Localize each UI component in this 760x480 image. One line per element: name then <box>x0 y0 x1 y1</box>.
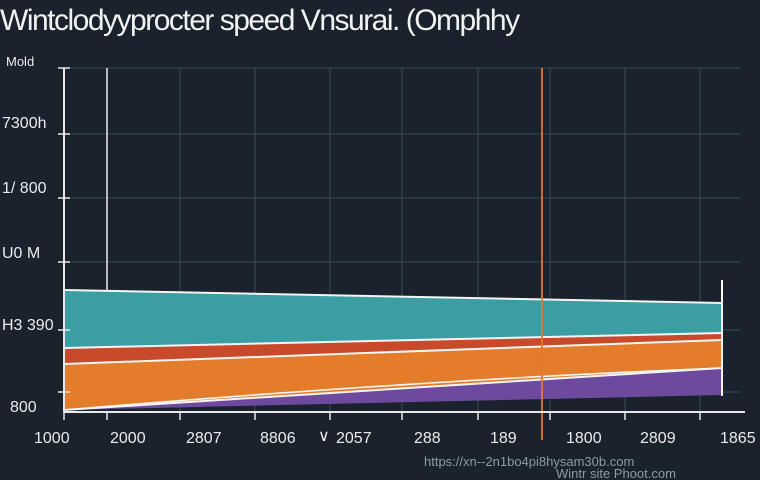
x-tick-label-8: 2809 <box>640 430 676 447</box>
x-tick-label-3: 8806 <box>260 430 296 447</box>
x-tick-label-0: 1000 <box>34 430 70 447</box>
watermark-url: https://xn--2n1bo4pi8hysam30b.com <box>424 454 634 469</box>
series-edge-1 <box>63 289 723 304</box>
series-lower-edge <box>63 367 723 411</box>
watermark-overlay: Wintr site Phoot.com <box>556 466 676 480</box>
y-tick-label-3: H3 390 <box>2 317 54 334</box>
area-series-3 <box>64 340 722 410</box>
y-tick-label-2: U0 M <box>2 245 40 262</box>
series-edge-4 <box>63 367 723 411</box>
x-tick-label-7: 1800 <box>566 430 602 447</box>
x-tick-label-1: 2000 <box>110 430 146 447</box>
chart-title: Wintclodyyprocter speed Vnsurai. (Omphhy <box>0 4 520 37</box>
x-tick-label-6: 189 <box>490 430 517 447</box>
x-tick-marker: ∨ <box>318 428 330 445</box>
series-edge-3 <box>63 339 723 365</box>
series-edge-2 <box>63 332 723 349</box>
x-tick-label-2: 2807 <box>186 430 222 447</box>
x-tick-label-4: 2057 <box>336 430 372 447</box>
y-tick-label-4: 800 <box>10 399 37 416</box>
x-tick-label-5: 288 <box>414 430 441 447</box>
x-tick-label-9: 1865 <box>720 430 756 447</box>
y-tick-label-1: 1/ 800 <box>2 180 47 197</box>
area-series-1 <box>64 290 722 348</box>
y-axis-title: Mold <box>6 54 34 69</box>
area-series-2 <box>64 333 722 364</box>
y-tick-label-0: 7300h <box>2 115 47 132</box>
